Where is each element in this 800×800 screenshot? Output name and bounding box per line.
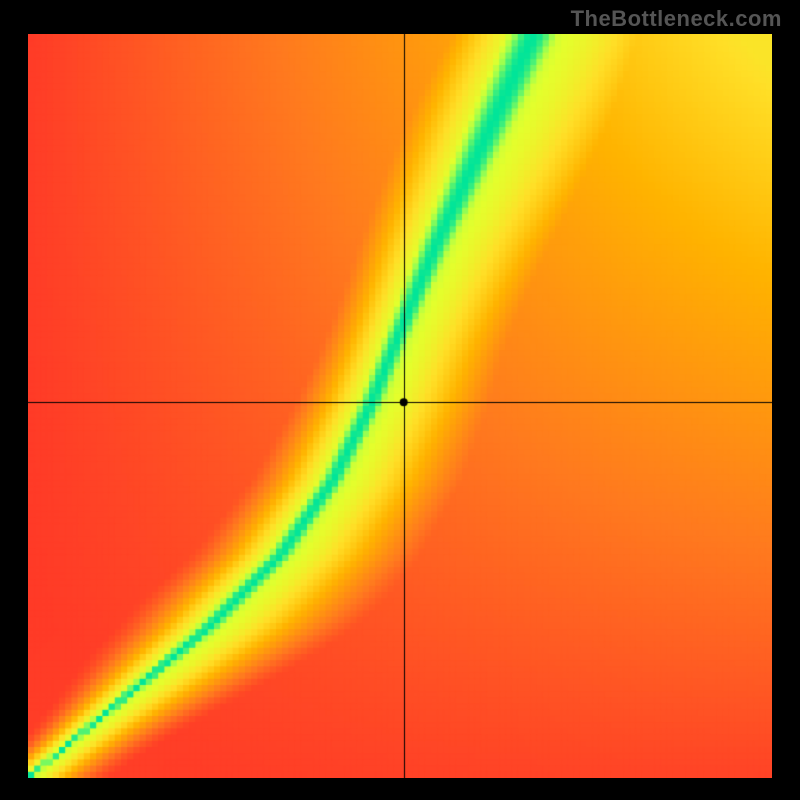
bottleneck-heatmap bbox=[28, 34, 772, 778]
chart-container: TheBottleneck.com bbox=[0, 0, 800, 800]
watermark-text: TheBottleneck.com bbox=[571, 6, 782, 32]
